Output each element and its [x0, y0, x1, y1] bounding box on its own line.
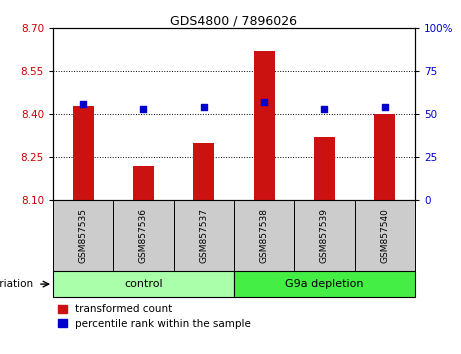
Point [381, 104, 389, 110]
Bar [53, 271, 234, 297]
Point [260, 99, 268, 105]
Text: GSM857538: GSM857538 [260, 208, 269, 263]
Text: genotype/variation: genotype/variation [0, 279, 34, 289]
Bar [355, 200, 415, 271]
Bar [254, 51, 275, 200]
Bar [193, 143, 214, 200]
Bar [133, 166, 154, 200]
Bar [314, 137, 335, 200]
Text: GSM857539: GSM857539 [320, 208, 329, 263]
Bar [374, 114, 395, 200]
Bar [53, 200, 113, 271]
Text: G9a depletion: G9a depletion [285, 279, 364, 289]
Bar [234, 200, 294, 271]
Point [140, 106, 147, 112]
Point [200, 104, 207, 110]
Text: control: control [124, 279, 163, 289]
Text: GSM857536: GSM857536 [139, 208, 148, 263]
Text: GSM857540: GSM857540 [380, 208, 389, 263]
Point [321, 106, 328, 112]
Text: GSM857535: GSM857535 [79, 208, 88, 263]
Bar [113, 200, 174, 271]
Bar [234, 271, 415, 297]
Title: GDS4800 / 7896026: GDS4800 / 7896026 [171, 14, 297, 27]
Bar [294, 200, 355, 271]
Legend: transformed count, percentile rank within the sample: transformed count, percentile rank withi… [58, 304, 251, 329]
Point [79, 101, 87, 107]
Bar [174, 200, 234, 271]
Text: GSM857537: GSM857537 [199, 208, 208, 263]
Bar [73, 105, 94, 200]
